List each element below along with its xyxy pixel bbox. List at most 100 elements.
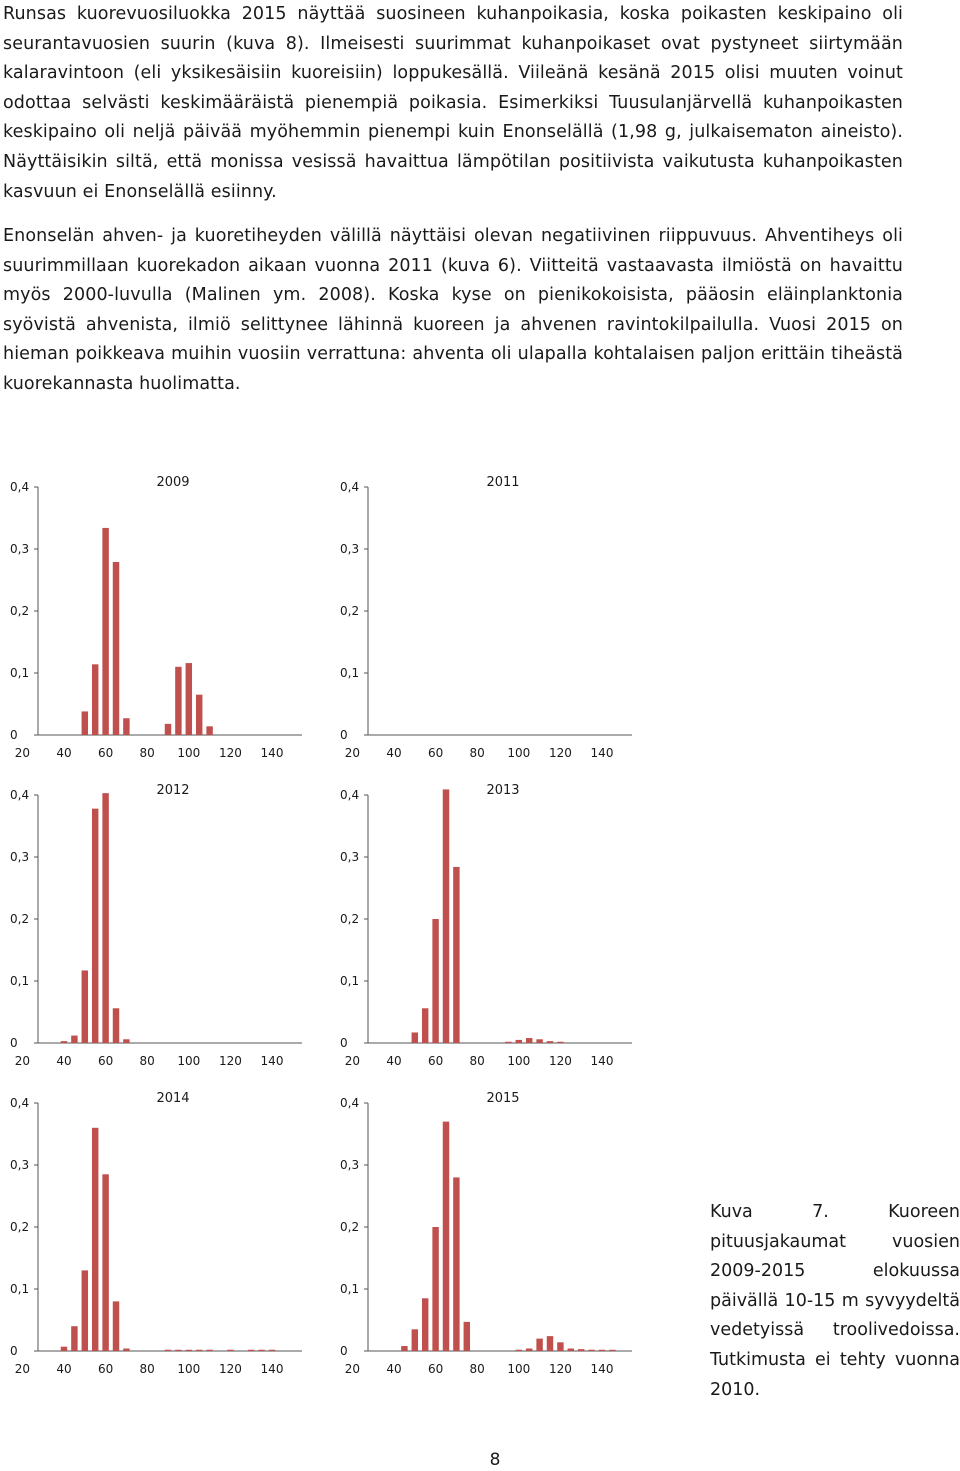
bar — [432, 1227, 439, 1351]
bar — [206, 1349, 213, 1351]
page-number: 8 — [489, 1450, 501, 1470]
bar — [453, 1177, 460, 1351]
x-tick-label: 120 — [219, 746, 242, 760]
bar — [164, 723, 172, 735]
bar — [546, 1041, 554, 1043]
x-tick-label: 80 — [140, 746, 155, 760]
x-tick-label: 40 — [56, 746, 71, 760]
bar — [102, 527, 109, 735]
x-tick-label: 40 — [56, 1362, 71, 1376]
bar — [536, 1039, 543, 1043]
y-tick-label: 0,3 — [10, 850, 29, 864]
y-tick-label: 0 — [340, 1036, 348, 1050]
x-tick-label: 140 — [591, 1362, 614, 1376]
y-tick-label: 0,3 — [340, 542, 359, 556]
y-tick-label: 0,1 — [340, 974, 359, 988]
y-tick-label: 0 — [10, 1036, 18, 1050]
y-tick-label: 0,2 — [10, 912, 29, 926]
bar — [411, 1032, 419, 1043]
y-tick-label: 0,4 — [10, 480, 29, 494]
chart-2013: 2013 0 0,1 0,2 0,3 0,4 20 40 60 80 100 120 140 — [330, 778, 640, 1082]
x-tick-label: 140 — [591, 746, 614, 760]
bar — [175, 666, 182, 735]
bar — [123, 1348, 130, 1351]
bar — [185, 1349, 193, 1351]
x-tick-label: 20 — [15, 1362, 30, 1376]
x-tick-label: 100 — [177, 1362, 200, 1376]
y-tick-label: 0,1 — [10, 1282, 29, 1296]
bar — [60, 1041, 68, 1043]
y-tick-label: 0,2 — [340, 1220, 359, 1234]
bar — [577, 1349, 585, 1351]
chart-title: 2015 — [486, 1091, 519, 1106]
bar — [91, 808, 99, 1043]
x-tick-label: 20 — [15, 1054, 30, 1068]
chart-2009: 2009 0 0,1 0,2 0,3 0,4 20 40 60 80 100 120 140 — [0, 470, 310, 774]
bar — [123, 1039, 130, 1043]
y-tick-label: 0,4 — [10, 1096, 29, 1110]
x-tick-label: 40 — [386, 746, 401, 760]
chart-title: 2014 — [156, 1091, 189, 1106]
bar — [112, 1008, 120, 1043]
bar — [442, 1121, 450, 1351]
chart-2014: 2014 0 0,1 0,2 0,3 0,4 20 40 60 80 100 120 140 — [0, 1086, 310, 1390]
figure-caption: Kuva 7. Kuoreen pituusjakaumat vuosien 2… — [710, 1202, 960, 1400]
x-tick-label: 60 — [428, 1054, 443, 1068]
bar — [432, 919, 439, 1043]
x-tick-label: 100 — [177, 1054, 200, 1068]
bar — [102, 793, 109, 1043]
bar — [102, 1174, 109, 1351]
y-tick-label: 0,4 — [340, 788, 359, 802]
bar — [463, 1321, 471, 1351]
y-tick-label: 0,4 — [340, 480, 359, 494]
y-tick-label: 0 — [10, 728, 18, 742]
x-tick-label: 20 — [345, 1362, 360, 1376]
y-tick-label: 0 — [10, 1344, 18, 1358]
bar — [81, 711, 89, 735]
bar — [598, 1349, 606, 1351]
x-tick-label: 20 — [15, 746, 30, 760]
bar — [60, 1346, 68, 1351]
y-tick-label: 0,4 — [340, 1096, 359, 1110]
paragraph-2: Enonselän ahven- ja kuoretiheyden välill… — [3, 226, 903, 394]
chart-title: 2009 — [156, 475, 189, 490]
bar — [185, 663, 193, 735]
bar — [91, 664, 99, 735]
x-tick-label: 80 — [140, 1054, 155, 1068]
x-tick-label: 40 — [56, 1054, 71, 1068]
bar — [91, 1127, 99, 1351]
y-tick-label: 0,1 — [10, 974, 29, 988]
x-tick-label: 120 — [219, 1362, 242, 1376]
y-tick-label: 0,2 — [10, 604, 29, 618]
bar — [247, 1349, 255, 1351]
y-tick-label: 0 — [340, 1344, 348, 1358]
chart-title: 2011 — [486, 475, 519, 490]
bar — [505, 1041, 512, 1043]
y-tick-label: 0,2 — [340, 912, 359, 926]
bar — [195, 694, 203, 735]
chart-2011: 2011 0 0,1 0,2 0,3 0,4 20 40 60 80 100 120 140 — [330, 470, 640, 774]
x-tick-label: 140 — [261, 1362, 284, 1376]
bar — [515, 1349, 523, 1351]
bar — [557, 1342, 564, 1351]
y-tick-label: 0,2 — [10, 1220, 29, 1234]
bar — [546, 1336, 554, 1351]
bar — [81, 1270, 89, 1351]
y-tick-label: 0,3 — [340, 1158, 359, 1172]
bar — [557, 1041, 564, 1043]
x-tick-label: 40 — [386, 1054, 401, 1068]
x-tick-label: 120 — [549, 1054, 572, 1068]
y-tick-label: 0,4 — [10, 788, 29, 802]
bar — [442, 789, 450, 1043]
chart-2015: 2015 0 0,1 0,2 0,3 0,4 20 40 60 80 100 120 140 — [330, 1086, 640, 1390]
y-tick-label: 0,1 — [10, 666, 29, 680]
x-tick-label: 140 — [261, 746, 284, 760]
y-tick-label: 0,3 — [10, 542, 29, 556]
bar — [71, 1326, 78, 1351]
x-tick-label: 60 — [98, 746, 113, 760]
y-tick-label: 0,1 — [340, 666, 359, 680]
paragraph-1: Runsas kuorevuosiluokka 2015 näyttää suo… — [3, 4, 903, 202]
bar — [536, 1338, 543, 1351]
y-tick-label: 0,3 — [10, 1158, 29, 1172]
bar — [112, 1301, 120, 1351]
